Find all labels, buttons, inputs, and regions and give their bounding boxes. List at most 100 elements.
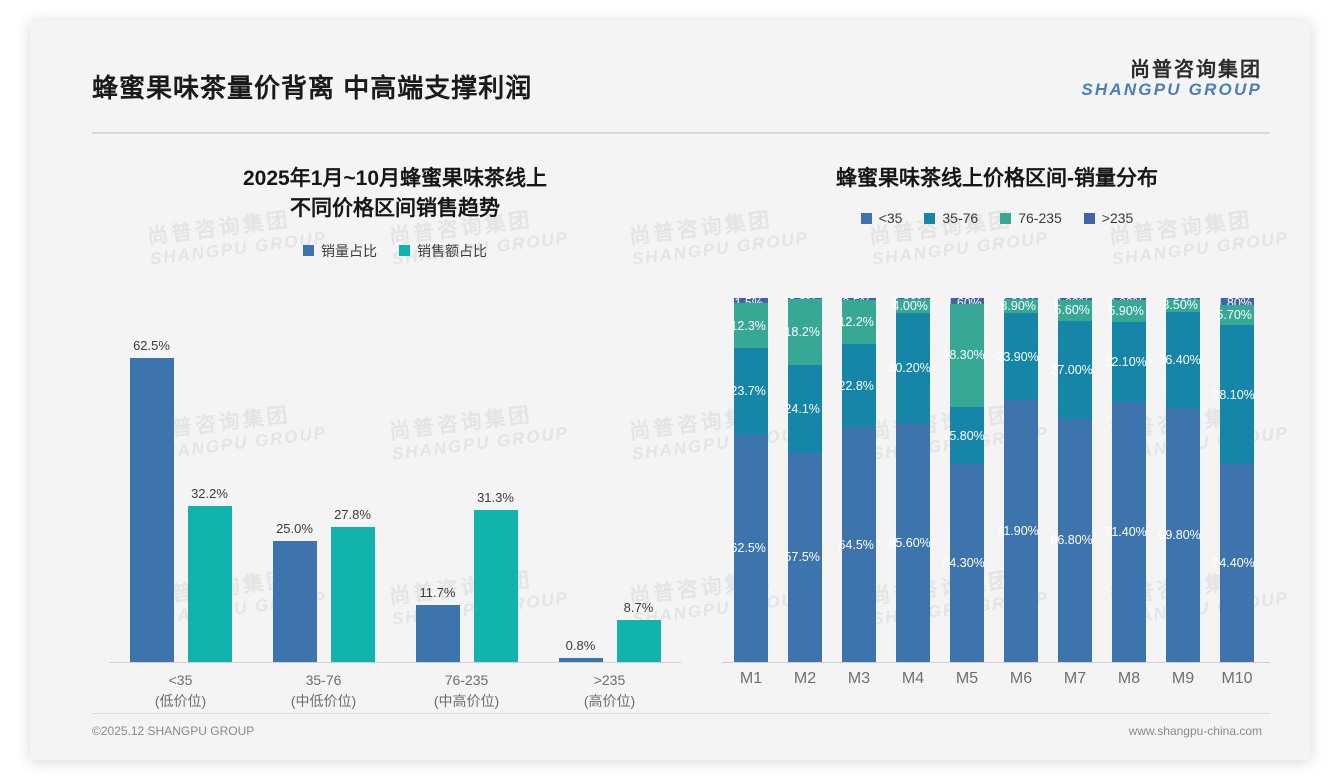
stack-segment-label: 23.7% bbox=[730, 384, 766, 399]
stack-segment: 30.20% bbox=[888, 313, 931, 424]
stack-segment: 57.5% bbox=[784, 452, 822, 662]
left-chart-bar-group: 0.8% 8.7% bbox=[538, 322, 681, 662]
left-chart-title: 2025年1月~10月蜂蜜果味茶线上 不同价格区间销售趋势 bbox=[85, 150, 705, 225]
stack-segment: 5.70% bbox=[1216, 304, 1254, 326]
right-chart-stacked-bar[interactable]: 0.60%5.60%27.00%66.80% bbox=[1050, 298, 1093, 662]
footer-divider bbox=[92, 713, 1270, 714]
category-range: <35 bbox=[168, 672, 193, 688]
brand-logo: 尚普咨询集团 SHANGPU GROUP bbox=[1081, 60, 1262, 99]
bar-rect bbox=[187, 505, 232, 662]
category-tier: (低价位) bbox=[154, 693, 207, 709]
stack-segment: 64.5% bbox=[838, 427, 876, 662]
legend-item-right-2[interactable]: 76-235 bbox=[1000, 210, 1062, 226]
left-chart-bar[interactable]: 62.5% bbox=[129, 338, 174, 662]
stack-segment: 71.40% bbox=[1104, 402, 1147, 662]
stack-segment-label: 64.5% bbox=[838, 537, 874, 552]
right-chart-x-axis-labels: M1 M2 M3 M4 M5 M6 M7 M8 M9 M10 bbox=[722, 670, 1270, 700]
right-chart-stacked-bar[interactable]: 1.80%5.70%38.10%54.40% bbox=[1212, 298, 1255, 662]
left-chart-bar[interactable]: 0.8% bbox=[558, 638, 603, 662]
bar-value-label: 8.7% bbox=[623, 599, 654, 615]
left-chart-bar[interactable]: 11.7% bbox=[415, 585, 460, 662]
bar-value-label: 11.7% bbox=[419, 585, 456, 601]
right-chart-category-label: M4 bbox=[901, 670, 925, 687]
stack-segment-label: 57.5% bbox=[784, 550, 820, 565]
right-chart-stacked-bar[interactable]: 1.5%12.3%23.7%62.5% bbox=[730, 298, 768, 662]
stack-segment-label: 12.2% bbox=[838, 315, 874, 330]
legend-item-right-1[interactable]: 35-76 bbox=[924, 210, 978, 226]
left-chart-bar[interactable]: 27.8% bbox=[330, 507, 375, 662]
stack-segment: 26.40% bbox=[1158, 311, 1201, 408]
legend-item-label: 35-76 bbox=[942, 210, 979, 227]
footer-website: www.shangpu-china.com bbox=[1128, 724, 1262, 738]
legend-item-left-0[interactable]: 销量占比 bbox=[303, 241, 377, 261]
left-chart-category-label: 35-76 (中低价位) bbox=[252, 670, 395, 712]
bar-value-label: 27.8% bbox=[334, 506, 371, 522]
bar-value-label: 32.2% bbox=[191, 485, 228, 501]
bar-rect bbox=[415, 605, 460, 662]
stack-segment-label: 24.1% bbox=[784, 401, 820, 416]
bar-rect bbox=[558, 658, 603, 662]
right-chart-title: 蜂蜜果味茶线上价格区间-销量分布 bbox=[836, 167, 1158, 190]
right-chart-plot-area: 1.5%12.3%23.7%62.5%0.2%18.2%24.1%57.5%0.… bbox=[722, 298, 1270, 662]
legend-swatch-icon bbox=[1083, 212, 1095, 224]
right-chart-category-label: M1 bbox=[739, 670, 763, 687]
right-chart-stacked-bar[interactable]: 0.2%18.2%24.1%57.5% bbox=[784, 298, 822, 662]
stack-segment: 5.90% bbox=[1108, 300, 1146, 322]
legend-swatch-icon bbox=[399, 245, 410, 257]
footer-copyright: ©2025.12 SHANGPU GROUP bbox=[92, 724, 255, 738]
left-chart-x-axis-labels: <35 (低价位) 35-76 (中低价位) 76-235 (中高价位) >235 (高价位) bbox=[109, 670, 681, 730]
left-chart-bar[interactable]: 31.3% bbox=[473, 490, 518, 662]
stack-segment: 23.7% bbox=[730, 348, 768, 435]
left-chart-category-label: <35 (低价位) bbox=[109, 670, 252, 712]
stack-segment-label: 18.2% bbox=[784, 324, 820, 339]
stack-segment: 18.2% bbox=[784, 298, 822, 365]
stack-segment: 3.50% bbox=[1162, 298, 1200, 312]
right-chart-category-label: M6 bbox=[1009, 670, 1033, 687]
right-chart-stacked-bar[interactable]: 0.5%12.2%22.8%64.5% bbox=[838, 298, 876, 662]
stack-segment: 22.8% bbox=[838, 344, 876, 428]
slide-header: 蜂蜜果味茶量价背离 中高端支撑利润 尚普咨询集团 SHANGPU GROUP bbox=[30, 20, 1310, 118]
stack-segment: 3.90% bbox=[1000, 299, 1038, 314]
left-chart-category-label: 76-235 (中高价位) bbox=[395, 670, 538, 712]
bar-value-label: 62.5% bbox=[133, 338, 170, 354]
right-chart-stacked-bar[interactable]: 0.20%4.00%30.20%65.60% bbox=[888, 298, 931, 662]
right-chart-stacked-bar[interactable]: 0.60%5.90%22.10%71.40% bbox=[1104, 298, 1147, 662]
stack-segment-label: 22.10% bbox=[1104, 354, 1147, 369]
logo-chinese-text: 尚普咨询集团 bbox=[1130, 59, 1262, 81]
stack-segment-label: 4.00% bbox=[892, 299, 928, 314]
legend-item-right-0[interactable]: <35 bbox=[860, 210, 902, 226]
stack-segment-label: 30.20% bbox=[888, 361, 931, 376]
left-chart-category-label: >235 (高价位) bbox=[538, 670, 681, 712]
stack-segment: 54.30% bbox=[942, 464, 985, 662]
category-range: 35-76 bbox=[305, 672, 342, 688]
left-chart-title-line2: 不同价格区间销售趋势 bbox=[290, 197, 500, 221]
stack-segment: 12.3% bbox=[730, 303, 768, 349]
legend-swatch-icon bbox=[924, 212, 936, 224]
bar-rect bbox=[616, 619, 661, 662]
category-tier: (中低价位) bbox=[290, 693, 357, 709]
slide-canvas: 蜂蜜果味茶量价背离 中高端支撑利润 尚普咨询集团 SHANGPU GROUP 尚… bbox=[30, 20, 1310, 760]
legend-item-right-3[interactable]: >235 bbox=[1083, 210, 1133, 226]
stack-segment: 62.5% bbox=[730, 434, 768, 662]
right-chart-category-label: M5 bbox=[955, 670, 979, 687]
left-chart-bar[interactable]: 25.0% bbox=[272, 521, 317, 662]
right-chart-stacked-bar[interactable]: 1.60%28.30%15.80%54.30% bbox=[942, 298, 985, 662]
stack-segment: 28.30% bbox=[942, 303, 985, 407]
stack-segment-label: 54.30% bbox=[942, 556, 985, 571]
left-chart-bar-group: 25.0% 27.8% bbox=[252, 322, 395, 662]
right-chart-stacked-bar[interactable]: 0.30%3.50%26.40%69.80% bbox=[1158, 298, 1201, 662]
stack-segment-label: 28.30% bbox=[942, 348, 985, 363]
legend-item-left-1[interactable]: 销售额占比 bbox=[399, 241, 487, 261]
legend-item-label: 销量占比 bbox=[321, 242, 377, 259]
left-chart-bar[interactable]: 32.2% bbox=[187, 486, 232, 662]
stack-segment: 22.10% bbox=[1104, 321, 1147, 403]
bar-value-label: 0.8% bbox=[565, 638, 596, 654]
stack-segment-label: 27.00% bbox=[1050, 362, 1093, 377]
stack-segment-label: 3.90% bbox=[1000, 299, 1036, 314]
left-chart-bar[interactable]: 8.7% bbox=[616, 600, 661, 662]
stack-segment-label: 54.40% bbox=[1212, 555, 1255, 570]
stack-segment-label: 3.50% bbox=[1162, 298, 1198, 313]
stack-segment-label: 15.80% bbox=[942, 428, 985, 443]
right-chart-stacked-bar[interactable]: 0.30%3.90%23.90%71.90% bbox=[996, 298, 1039, 662]
legend-swatch-icon bbox=[1000, 212, 1012, 224]
